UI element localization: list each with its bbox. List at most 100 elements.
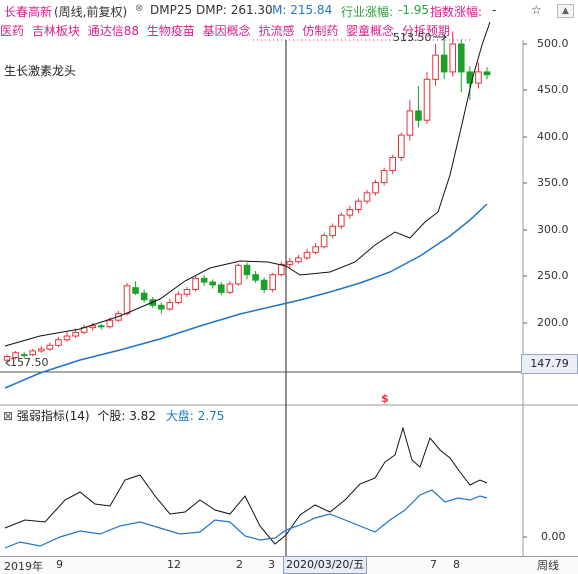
high-price-label: 513.50 xyxy=(393,31,432,44)
candle xyxy=(72,331,79,337)
candle xyxy=(252,274,259,281)
time-label: 7 xyxy=(430,558,437,571)
concept-tags: 医药 吉林板块 通达信88 生物疫苗 基因概念 抗流感 仿制药 婴童概念 分拆预… xyxy=(0,22,510,40)
concept-tag[interactable]: 医药 xyxy=(0,24,25,38)
candle xyxy=(320,235,328,248)
candle xyxy=(55,339,62,346)
market-strength-value: 2.75 xyxy=(197,409,225,423)
industry-change-label: 行业涨幅: xyxy=(341,5,394,19)
candle xyxy=(132,287,139,294)
indicator-name[interactable]: 强弱指标(14) xyxy=(16,409,90,423)
concept-tag[interactable]: 婴童概念 xyxy=(346,24,395,38)
index-change-label: 指数涨幅: xyxy=(430,5,483,19)
candle xyxy=(106,319,114,328)
candle xyxy=(20,354,28,357)
candle xyxy=(286,261,294,265)
candle xyxy=(235,264,242,285)
m-value: M: 215.84 xyxy=(272,3,333,17)
current-price-box: 147.79 xyxy=(521,354,578,374)
candle xyxy=(140,292,148,301)
star-icon[interactable]: ☆ xyxy=(531,3,542,17)
candle xyxy=(37,348,45,352)
time-label: 2019年 xyxy=(4,560,43,573)
candle xyxy=(440,54,448,73)
stock-strength-line xyxy=(4,426,488,545)
scroll-up-button[interactable]: ▲ xyxy=(557,4,574,18)
candle xyxy=(12,352,19,358)
candle xyxy=(260,279,268,291)
settings-icon[interactable]: ⊗ xyxy=(135,3,144,14)
low-price-label: 157.50 xyxy=(10,356,49,369)
price-tick: 250.0 xyxy=(537,269,569,282)
concept-tag[interactable]: 通达信88 xyxy=(87,24,139,38)
price-tick: 300.0 xyxy=(537,223,569,236)
concept-tag[interactable]: 基因概念 xyxy=(202,24,251,38)
candle xyxy=(226,283,234,293)
candle xyxy=(337,214,345,227)
candle xyxy=(166,302,174,310)
price-tick: 450.0 xyxy=(537,83,569,96)
candle xyxy=(397,134,405,158)
signal-marker: $ xyxy=(381,392,389,405)
indicator-header: ⊠ 强弱指标(14) 个股: 3.82 大盘: 2.75 xyxy=(0,407,224,425)
chart-mode[interactable]: (周线,前复权) xyxy=(54,5,128,19)
market-strength-label: 大盘: xyxy=(165,409,194,423)
candle xyxy=(389,156,397,171)
candle xyxy=(303,251,311,259)
candle xyxy=(269,274,277,291)
candle xyxy=(346,209,354,216)
candle xyxy=(46,344,54,350)
index-change-value: - xyxy=(492,3,497,17)
indicator-icon[interactable]: ⊠ xyxy=(3,409,14,423)
candle xyxy=(89,325,97,329)
stock-strength-value: 3.82 xyxy=(129,409,156,423)
candle xyxy=(243,264,251,276)
price-tick: 500.0 xyxy=(537,37,569,50)
ma-name: DMP25 xyxy=(150,3,193,17)
price-tick: 350.0 xyxy=(537,176,569,189)
candle xyxy=(449,43,457,73)
industry-change-value: -1.95 xyxy=(398,3,430,17)
candle xyxy=(157,304,165,310)
candle xyxy=(217,284,225,293)
time-label: 12 xyxy=(167,558,181,571)
m-line xyxy=(4,203,488,389)
concept-tag[interactable]: 仿制药 xyxy=(302,24,339,38)
stock-strength-label: 个股: xyxy=(97,409,126,423)
dmp-line xyxy=(4,21,491,347)
candle xyxy=(355,200,362,211)
candle xyxy=(415,110,422,121)
candle xyxy=(209,281,217,286)
candle xyxy=(175,293,182,304)
plate-label: 生长激素龙头 xyxy=(4,64,77,78)
candle xyxy=(123,285,131,315)
time-label: 9 xyxy=(56,558,63,571)
candles-group xyxy=(3,31,491,363)
price-tick: 400.0 xyxy=(537,130,569,143)
indicator-zero-tick: 0.00 xyxy=(541,530,566,543)
period-label[interactable]: 周线 xyxy=(537,559,559,572)
concept-tag[interactable]: 抗流感 xyxy=(258,24,295,38)
time-label: 8 xyxy=(453,558,460,571)
candle xyxy=(380,169,388,184)
cursor-date: 2020/03/20/五 xyxy=(283,556,368,574)
candle xyxy=(3,355,11,361)
concept-tag[interactable]: 生物疫苗 xyxy=(146,24,195,38)
low-arrow xyxy=(5,359,11,367)
concept-tag[interactable]: 吉林板块 xyxy=(31,24,80,38)
candle xyxy=(457,43,465,73)
candle xyxy=(475,71,482,84)
time-label: 2 xyxy=(236,558,243,571)
price-tick: 200.0 xyxy=(537,316,569,329)
candle xyxy=(29,350,37,356)
candle xyxy=(63,335,71,341)
concept-tag[interactable]: 分拆预期 xyxy=(402,24,451,38)
time-label: 3 xyxy=(268,558,275,571)
candle xyxy=(200,277,208,283)
stock-name[interactable]: 长春高新 xyxy=(4,5,53,19)
candle xyxy=(372,182,379,194)
candle xyxy=(329,225,337,237)
candle xyxy=(363,192,371,202)
candle xyxy=(192,277,199,291)
